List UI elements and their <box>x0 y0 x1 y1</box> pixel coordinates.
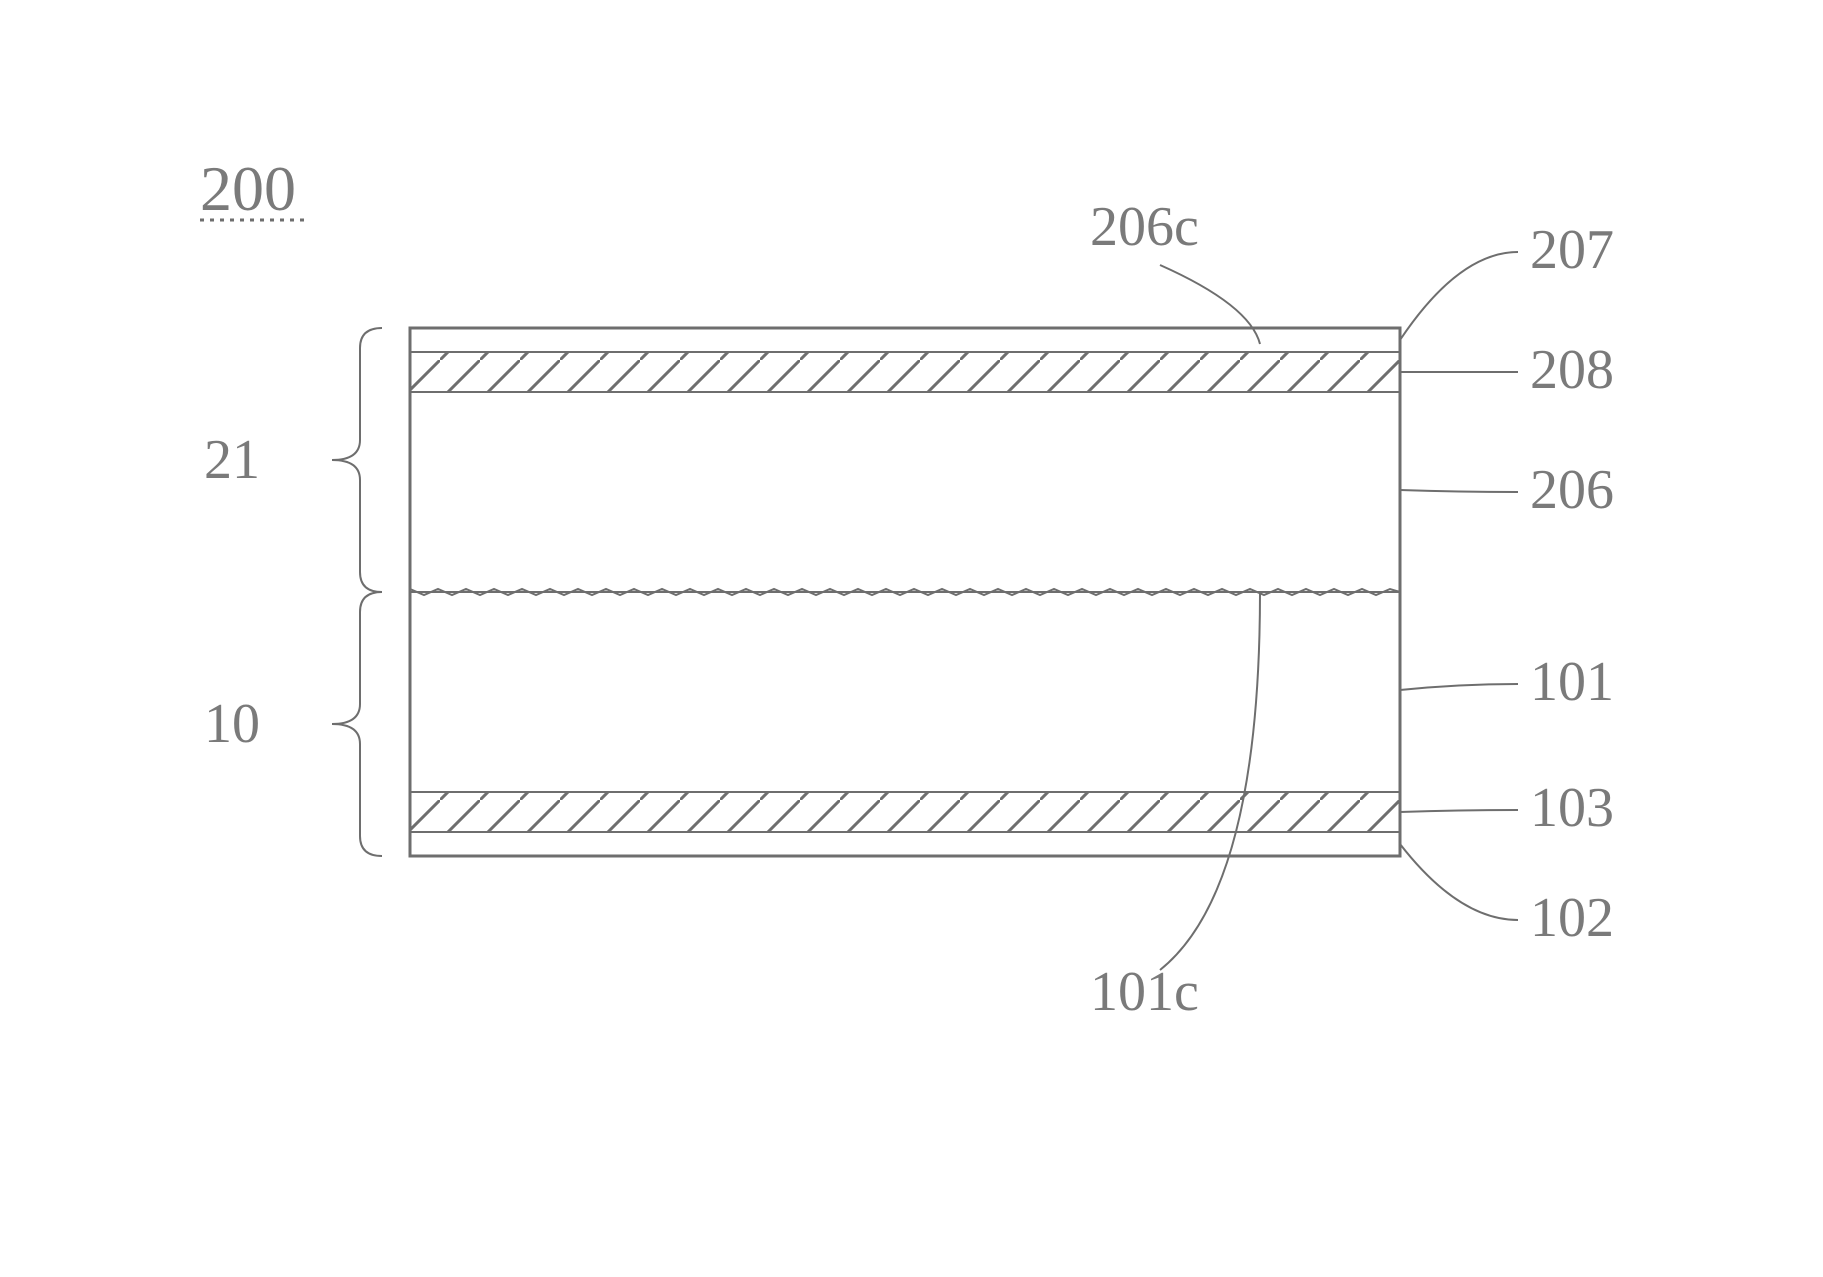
leader-101 <box>1400 684 1518 690</box>
layer-207-outline <box>410 328 1400 352</box>
group-label-10: 10 <box>204 693 260 755</box>
callout-label-206: 206 <box>1530 459 1614 521</box>
group-brace-21 <box>332 328 382 592</box>
group-brace-10 <box>332 592 382 856</box>
callout-label-103: 103 <box>1530 777 1614 839</box>
layer-103 <box>410 792 1400 832</box>
leader-206 <box>1400 490 1518 492</box>
callout-label-208: 208 <box>1530 339 1614 401</box>
leader-103 <box>1400 810 1518 812</box>
figure-title: 200 <box>200 153 296 224</box>
group-label-21: 21 <box>204 429 260 491</box>
callout-label-101: 101 <box>1530 651 1614 713</box>
leader-206c <box>1160 265 1260 344</box>
leader-207 <box>1400 252 1518 340</box>
callout-label-206c: 206c <box>1090 196 1199 258</box>
callout-label-101c: 101c <box>1090 961 1199 1023</box>
layer-206-outline <box>410 392 1400 592</box>
leader-101c <box>1160 592 1260 970</box>
callout-label-207: 207 <box>1530 219 1614 281</box>
layer-208 <box>410 352 1400 392</box>
layer-stack-diagram: 21 10 206c 207 208 206 101 103 102 101c 200 <box>0 0 1823 1277</box>
layer-102-outline <box>410 832 1400 856</box>
layer-101-outline <box>410 592 1400 792</box>
callout-label-102: 102 <box>1530 887 1614 949</box>
leader-102 <box>1400 844 1518 920</box>
